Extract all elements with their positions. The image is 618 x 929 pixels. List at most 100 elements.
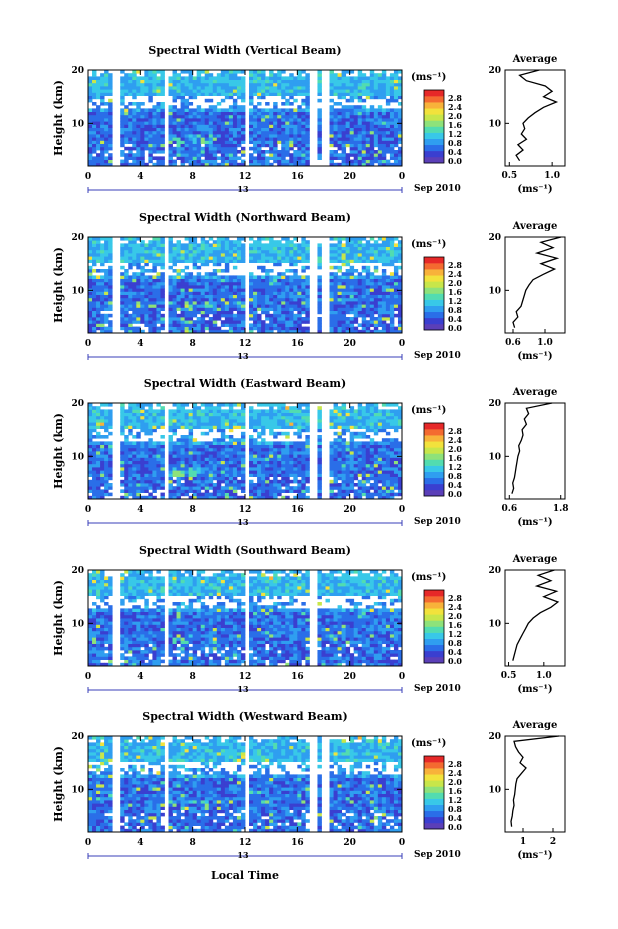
heatmap-cell <box>257 102 262 106</box>
heatmap-cell <box>281 285 286 289</box>
heatmap-cell <box>108 275 113 279</box>
heatmap-cell <box>108 269 113 273</box>
heatmap-cell <box>96 108 101 112</box>
heatmap-cell <box>301 121 306 125</box>
heatmap-cell <box>208 111 214 116</box>
heatmap-cell <box>156 467 161 471</box>
heatmap-cell <box>377 105 383 109</box>
heatmap-cell <box>184 70 190 74</box>
heatmap-cell <box>369 134 375 138</box>
heatmap-cell <box>353 259 359 263</box>
heatmap-cell <box>289 256 294 260</box>
heatmap-cell <box>188 246 194 251</box>
heatmap-cell <box>281 425 286 429</box>
heatmap-cell <box>100 422 105 426</box>
heatmap-cell <box>369 140 375 144</box>
heatmap-cell <box>200 310 206 315</box>
heatmap-cell <box>361 243 367 247</box>
heatmap-cell <box>108 137 113 141</box>
heatmap-cell <box>373 320 379 324</box>
heatmap-cell <box>277 310 282 315</box>
heatmap-cell <box>289 130 294 135</box>
heatmap-cell <box>168 82 173 87</box>
heatmap-cell <box>236 105 242 109</box>
heatmap-cell <box>293 285 298 289</box>
heatmap-cell <box>160 419 165 423</box>
heatmap-cell <box>353 92 359 96</box>
heatmap-cell <box>108 425 113 429</box>
heatmap-cell <box>128 326 133 331</box>
heatmap-cell <box>184 114 190 119</box>
heatmap-cell <box>188 73 194 77</box>
heatmap-cell <box>301 288 306 292</box>
heatmap-cell <box>257 415 262 420</box>
heatmap-cell <box>120 307 125 311</box>
heatmap-cell <box>200 127 206 132</box>
heatmap-cell <box>200 278 206 283</box>
heatmap-cell <box>140 259 145 263</box>
heatmap-cell <box>100 153 105 157</box>
heatmap-cell <box>353 114 359 119</box>
heatmap-cell <box>108 403 113 407</box>
heatmap-cell <box>341 275 347 279</box>
heatmap-cell <box>349 278 355 283</box>
heatmap-cell <box>136 127 141 132</box>
heatmap-cell <box>361 92 367 96</box>
heatmap-cell <box>180 259 186 263</box>
heatmap-cell <box>92 256 97 260</box>
heatmap-cell <box>389 285 395 289</box>
heatmap-cell <box>357 243 363 247</box>
heatmap-cell <box>176 329 181 334</box>
heatmap-cell <box>220 492 226 497</box>
heatmap-cell <box>285 317 290 321</box>
heatmap-cell <box>132 473 137 477</box>
heatmap-cell <box>216 463 222 468</box>
heatmap-cell <box>236 454 242 458</box>
heatmap-cell <box>196 124 202 128</box>
heatmap-cell <box>261 79 266 84</box>
heatmap-cell <box>132 415 137 420</box>
heatmap-cell <box>184 329 190 334</box>
heatmap-cell <box>124 457 129 461</box>
heatmap-cell <box>257 460 262 465</box>
heatmap-cell <box>152 89 157 93</box>
heatmap-cell <box>192 291 198 295</box>
heatmap-cell <box>301 304 306 308</box>
heatmap-cell <box>353 146 359 151</box>
heatmap-cell <box>128 483 133 487</box>
heatmap-cell <box>393 259 399 263</box>
heatmap-cell <box>397 156 403 160</box>
heatmap-cell <box>100 249 105 254</box>
heatmap-cell <box>257 275 262 279</box>
heatmap-cell <box>253 425 258 429</box>
heatmap-cell <box>120 259 125 263</box>
heatmap-cell <box>128 150 133 154</box>
heatmap-cell <box>140 269 145 273</box>
heatmap-cell <box>168 291 173 295</box>
heatmap-cell <box>389 95 395 100</box>
heatmap-cell <box>377 297 383 302</box>
heatmap-cell <box>305 140 310 144</box>
heatmap-cell <box>353 76 359 80</box>
heatmap-cell <box>172 118 177 122</box>
heatmap-cell <box>305 108 310 112</box>
heatmap-cell <box>317 304 322 308</box>
heatmap-cell <box>212 415 218 420</box>
heatmap-cell <box>124 291 129 295</box>
heatmap-cell <box>341 89 347 93</box>
heatmap-cell <box>208 473 214 477</box>
heatmap-cell <box>265 317 270 321</box>
heatmap-cell <box>148 444 153 449</box>
heatmap-cell <box>208 415 214 420</box>
heatmap-cell <box>172 127 177 132</box>
heatmap-cell <box>148 121 153 125</box>
heatmap-cell <box>297 111 302 116</box>
heatmap-cell <box>385 307 391 311</box>
heatmap-cell <box>269 473 274 477</box>
heatmap-cell <box>289 118 294 122</box>
heatmap-cell <box>273 259 278 263</box>
heatmap-cell <box>277 275 282 279</box>
heatmap-cell <box>345 307 351 311</box>
heatmap-cell <box>305 130 310 135</box>
heatmap-cell <box>381 140 387 144</box>
